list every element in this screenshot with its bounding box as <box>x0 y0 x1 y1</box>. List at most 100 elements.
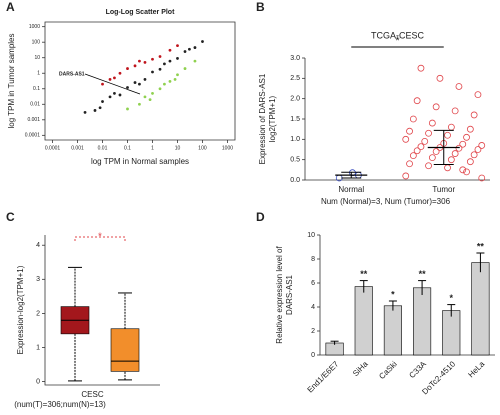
point <box>83 110 87 114</box>
point <box>126 67 129 70</box>
point <box>451 107 459 115</box>
y-tick-label: 2.5 <box>290 75 300 82</box>
point <box>168 79 172 83</box>
footer: (num(T)=306;num(N)=13) <box>14 400 106 409</box>
y-tick-label: 0.01 <box>30 102 40 108</box>
y-tick-label: 1 <box>37 71 40 77</box>
point <box>466 158 474 166</box>
point <box>143 78 147 81</box>
y-axis-label: log TPM in Tumor samples <box>7 34 16 129</box>
y-tick-label: 3.0 <box>290 55 300 62</box>
y-tick-label: 8 <box>311 256 315 263</box>
point <box>425 162 432 170</box>
point <box>143 95 147 99</box>
y-tick-label: 100 <box>32 40 41 46</box>
point <box>474 146 482 153</box>
x-tick-label: 0.001 <box>71 145 84 151</box>
point <box>470 151 478 159</box>
x-tick-label: CESC <box>81 390 103 399</box>
point <box>158 87 162 91</box>
panel-label: C <box>6 210 15 224</box>
x-tick-label: 100 <box>198 145 207 151</box>
point <box>447 156 455 164</box>
bar <box>442 310 461 356</box>
y-tick-label: 1.0 <box>290 136 300 143</box>
axis-line <box>304 58 490 181</box>
point <box>417 64 425 72</box>
x-tick-label: C33A <box>407 359 428 380</box>
y-tick-label: 1 <box>36 344 40 351</box>
point <box>432 148 440 155</box>
point <box>406 127 413 135</box>
x-tick-label: Normal <box>338 185 364 194</box>
point <box>93 109 97 112</box>
point <box>176 73 179 77</box>
y-axis-label: DARS-AS1 <box>285 274 294 315</box>
x-tick-label: SiHa <box>351 359 370 378</box>
point <box>428 154 436 162</box>
point <box>201 40 204 43</box>
point <box>402 172 410 180</box>
y-tick-label: 1000 <box>29 24 40 30</box>
point <box>417 143 425 151</box>
bar <box>471 262 490 356</box>
point <box>455 83 463 90</box>
point <box>451 150 459 157</box>
point <box>126 86 129 89</box>
point <box>108 95 112 99</box>
panel-label: B <box>256 0 265 14</box>
panel-label: A <box>6 0 15 14</box>
point <box>133 64 137 68</box>
annotation: DARS-AS1 <box>59 71 85 77</box>
point <box>183 50 187 53</box>
point <box>459 140 467 148</box>
significance: ** <box>477 241 485 251</box>
box <box>110 328 140 372</box>
point <box>126 107 129 111</box>
point <box>432 103 440 111</box>
point <box>143 60 147 64</box>
point <box>163 82 166 86</box>
annotation-arrow <box>84 73 141 95</box>
significance: ** <box>419 269 427 279</box>
point <box>444 131 451 139</box>
x-tick-label: 1000 <box>222 145 233 151</box>
y-tick-label: 1.5 <box>290 116 300 123</box>
point <box>118 71 122 75</box>
axis-line <box>44 21 236 141</box>
point <box>193 59 197 63</box>
x-tick-label: Tumor <box>432 185 455 194</box>
axis-line <box>319 235 495 356</box>
point <box>173 78 177 81</box>
point <box>163 62 166 66</box>
point <box>413 97 421 105</box>
point <box>101 100 104 103</box>
bar <box>354 286 373 356</box>
y-tick-label: 0.1 <box>33 86 40 92</box>
y-tick-label: 2 <box>311 328 315 335</box>
y-tick-label: 0.001 <box>27 117 40 123</box>
footer: Num (Normal)=3, Num (Tumor)=306 <box>321 197 451 206</box>
point <box>98 106 102 110</box>
y-tick-label: 6 <box>311 280 315 287</box>
point <box>176 57 179 60</box>
bar <box>413 287 432 356</box>
x-tick-label: CaSki <box>377 359 399 381</box>
point <box>406 160 413 168</box>
point <box>436 74 444 82</box>
y-tick-label: 3 <box>36 276 40 283</box>
point <box>444 164 451 172</box>
point <box>463 133 470 141</box>
y-tick-label: 10 <box>34 55 40 61</box>
point <box>148 98 152 102</box>
point <box>478 174 486 182</box>
point <box>459 166 467 174</box>
y-tick-label: 2.0 <box>290 96 300 103</box>
point <box>133 81 137 84</box>
point <box>138 102 141 106</box>
point <box>463 168 470 176</box>
point <box>466 125 474 133</box>
point <box>470 111 478 119</box>
point <box>138 82 141 86</box>
